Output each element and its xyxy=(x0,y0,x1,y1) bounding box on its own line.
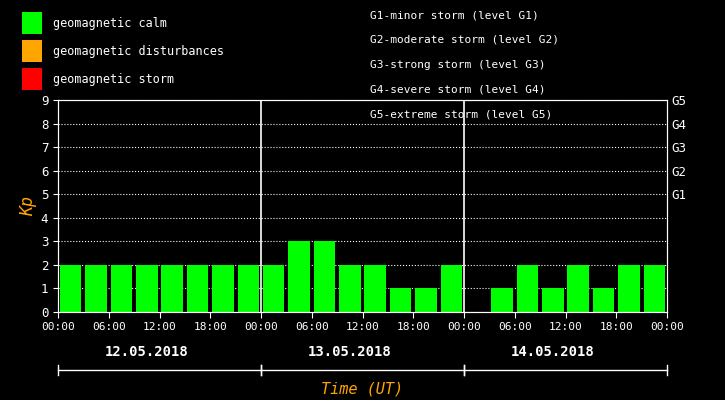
Bar xyxy=(86,265,107,312)
Text: G5-extreme storm (level G5): G5-extreme storm (level G5) xyxy=(370,109,552,119)
Bar xyxy=(441,265,462,312)
Bar xyxy=(238,265,259,312)
Bar xyxy=(111,265,132,312)
Bar xyxy=(212,265,233,312)
Bar xyxy=(263,265,284,312)
Y-axis label: Kp: Kp xyxy=(19,196,36,216)
Text: Time (UT): Time (UT) xyxy=(321,381,404,396)
Bar xyxy=(390,288,411,312)
Text: geomagnetic storm: geomagnetic storm xyxy=(53,72,174,86)
Bar xyxy=(568,265,589,312)
Bar xyxy=(492,288,513,312)
Bar xyxy=(339,265,360,312)
Text: G1-minor storm (level G1): G1-minor storm (level G1) xyxy=(370,10,539,20)
Text: 12.05.2018: 12.05.2018 xyxy=(105,345,188,359)
Bar xyxy=(517,265,538,312)
Bar xyxy=(593,288,614,312)
Text: G3-strong storm (level G3): G3-strong storm (level G3) xyxy=(370,60,545,70)
Bar xyxy=(60,265,81,312)
Text: 14.05.2018: 14.05.2018 xyxy=(511,345,594,359)
Bar xyxy=(289,241,310,312)
Bar xyxy=(187,265,208,312)
Text: G4-severe storm (level G4): G4-severe storm (level G4) xyxy=(370,84,545,94)
Text: G2-moderate storm (level G2): G2-moderate storm (level G2) xyxy=(370,35,559,45)
Bar xyxy=(644,265,665,312)
Bar xyxy=(136,265,157,312)
Bar xyxy=(618,265,639,312)
Bar xyxy=(542,288,563,312)
Text: geomagnetic calm: geomagnetic calm xyxy=(53,16,167,30)
Text: geomagnetic disturbances: geomagnetic disturbances xyxy=(53,44,224,58)
Bar xyxy=(314,241,335,312)
Bar xyxy=(162,265,183,312)
Bar xyxy=(365,265,386,312)
Text: 13.05.2018: 13.05.2018 xyxy=(308,345,392,359)
Bar xyxy=(415,288,436,312)
